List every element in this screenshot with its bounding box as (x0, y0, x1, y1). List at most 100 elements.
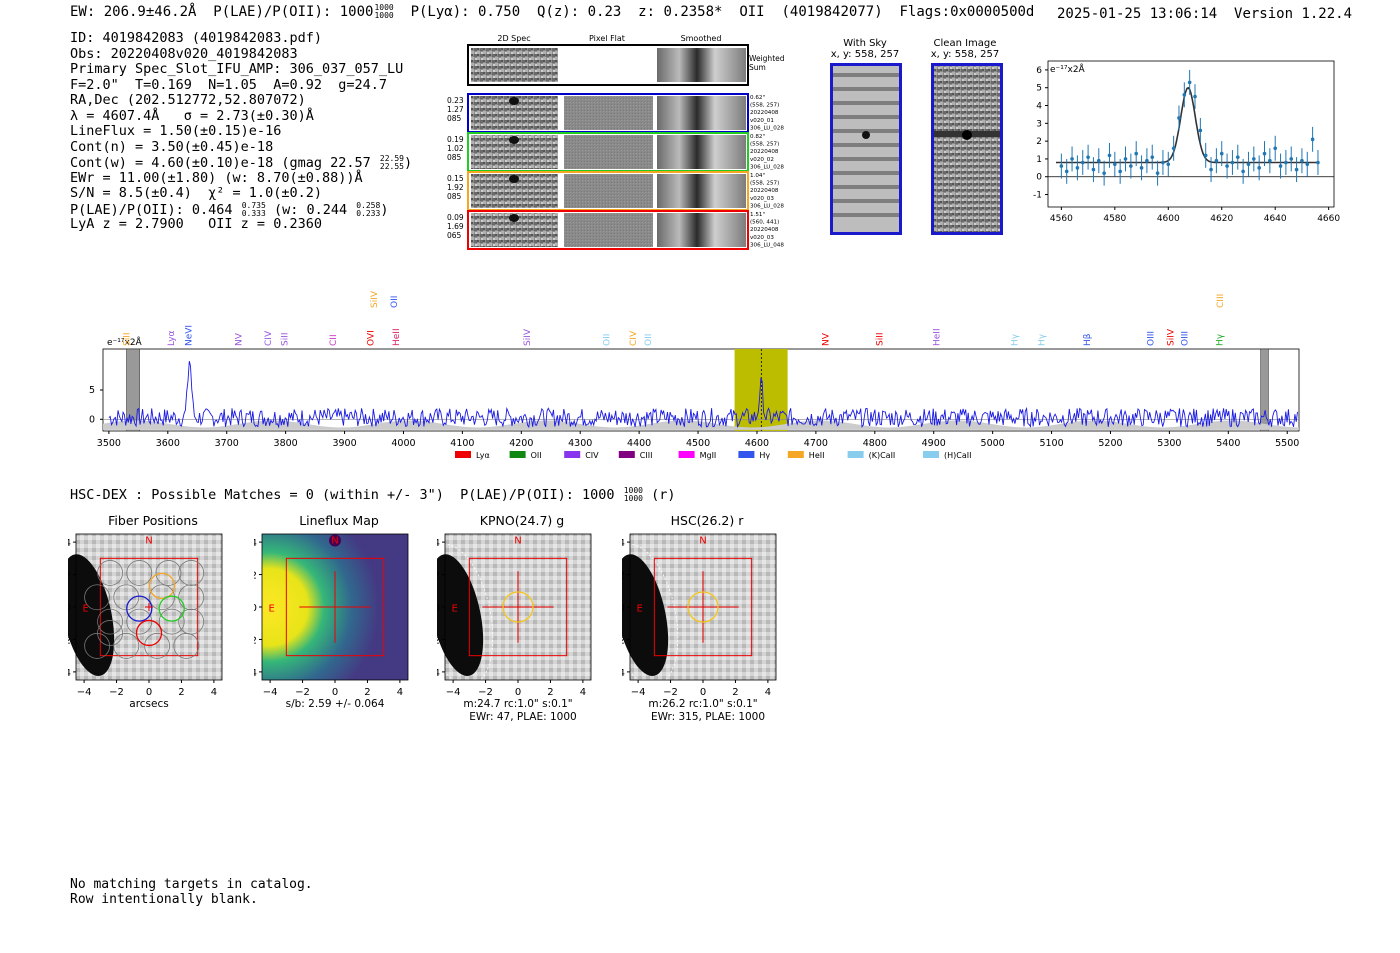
full-spectrum-plot: e⁻¹⁷x2Å 0 5 3500 3600 3700 3800 3900 4000 4100 420… (89, 290, 1300, 460)
spectral-line-label: Hγ (1010, 333, 1020, 346)
row-right-meta: v020_03 (750, 196, 774, 202)
spectrum-xtick-label: 3700 (215, 438, 239, 449)
info-sn: S/N = 8.5(±0.4) χ² = 1.0(±0.2) (70, 185, 322, 201)
row-right-meta: 20220408 (750, 149, 779, 155)
row-left-stat: 0.23 (447, 96, 464, 105)
plae-w-sup: 0.258 (356, 200, 381, 210)
panel-title: Lineflux Map (299, 513, 379, 528)
panel-xtick-label: 4 (580, 687, 586, 698)
spectral-line-label: Hγ (1215, 333, 1225, 346)
catalog-footer: No matching targets in catalog. Row inten… (70, 877, 313, 907)
spectral-line-label: Hβ (1083, 333, 1093, 346)
legend-swatch (738, 451, 755, 458)
spectral-line-label: HeII (933, 328, 943, 346)
panel-ytick-label: −4 (622, 668, 625, 679)
fit-data-point (1214, 158, 1219, 163)
spectrum-xtick-label: 4500 (686, 438, 710, 449)
pixelflat-image (564, 213, 653, 247)
legend-label: HeII (809, 451, 825, 460)
row-right-meta: 1.51" (750, 212, 765, 218)
fit-data-point (1316, 160, 1320, 165)
panel-xtick-label: −4 (263, 687, 278, 698)
ew-value: EW: 206.9±46.2Å (70, 4, 197, 20)
panel-title: HSC(26.2) r (670, 513, 744, 528)
row-right-meta: v020_03 (750, 235, 774, 241)
fit-data-point (1182, 93, 1187, 97)
fiber-circle (97, 608, 123, 635)
masked-region (126, 348, 140, 432)
fiber-circle (97, 620, 123, 646)
panel-ytick-label: −4 (437, 668, 440, 679)
fit-data-point (1230, 160, 1235, 165)
footer-line2: Row intentionally blank. (70, 892, 258, 907)
fit-data-point (1241, 169, 1245, 174)
version: Version 1.22.4 (1234, 6, 1353, 22)
spectrum-xtick-label: 4100 (450, 438, 474, 449)
row-right-meta: 20220408 (750, 227, 779, 233)
panel-caption: s/b: 2.59 +/- 0.064 (286, 698, 385, 710)
fit-data-point (1064, 169, 1069, 174)
spectral-line-label: Hγ (1038, 333, 1048, 346)
panel-ytick-label: −4 (254, 668, 257, 679)
spectrum-xtick-label: 3600 (156, 438, 180, 449)
fit-ytick-label: 6 (1036, 66, 1042, 76)
info-primary: Primary Spec_Slot_IFU_AMP: 306_037_057_L… (70, 61, 404, 77)
info-lambda: λ = 4607.4Å σ = 2.73(±0.30)Å (70, 107, 314, 124)
fit-data-point (1091, 167, 1096, 172)
north-label: N (145, 536, 152, 547)
fit-data-point (1139, 166, 1144, 170)
legend-label: CIV (585, 451, 599, 460)
plae-header-sup: 1000 (374, 3, 394, 12)
info-fit: F=2.0" T=0.169 N=1.05 A=0.92 g=24.7 (70, 76, 387, 93)
spectrum-xtick-label: 4300 (568, 438, 592, 449)
panel-xtick-label: −4 (446, 687, 461, 698)
match-id: (4019842077) (781, 4, 883, 20)
row-right-meta: 20220408 (750, 110, 779, 116)
fit-data-point (1102, 171, 1106, 175)
spectral-line-label: OVI (366, 330, 376, 346)
fiber-circle (97, 560, 123, 586)
fit-data-point (1225, 164, 1229, 168)
fit-data-point (1300, 158, 1304, 163)
fit-data-point (1107, 153, 1112, 158)
spectrum-xtick-label: 5500 (1275, 438, 1299, 449)
fit-data-point (1252, 157, 1256, 161)
panel-xtick-label: 0 (332, 687, 338, 698)
fiber-circle (84, 584, 110, 611)
masked-region (1260, 348, 1269, 432)
row-right-meta: (558, 257) (750, 103, 779, 109)
fit-data-point (1096, 158, 1101, 163)
spectral-line-label: CII (329, 334, 339, 346)
legend-label: OII (531, 451, 542, 460)
north-label: N (514, 536, 521, 547)
fit-ytick-label: -1 (1033, 191, 1042, 201)
row-right-meta: 0.62" (750, 95, 765, 101)
spectral-line-label: HeII (392, 328, 402, 346)
panel-caption-2: EWr: 47, PLAE: 1000 (469, 711, 576, 723)
plae-w-sub: 0.233 (356, 208, 381, 218)
region-box (653, 557, 753, 657)
fit-data-point (1161, 160, 1165, 165)
row-left-stat: 085 (447, 114, 462, 123)
spectrum-xtick-label: 5200 (1098, 438, 1122, 449)
col-label-2dspec: 2D Spec (497, 34, 530, 43)
with-sky-image (830, 63, 902, 235)
info-lyaz: LyA z = 2.7900 OII z = 0.2360 (70, 216, 322, 232)
row-right-meta: 1.04" (750, 173, 765, 179)
spectral-line-label: CIV (629, 330, 639, 346)
fit-ytick-label: 3 (1036, 119, 1042, 129)
fit-data-point (1235, 155, 1240, 159)
fit-data-point (1219, 151, 1224, 156)
spectra-cutouts: 2D Spec Pixel Flat Smoothed Weighted Sum… (447, 34, 785, 250)
spectrum-xtick-label: 4200 (509, 438, 533, 449)
spectral-line-label-upper: SiIV (370, 290, 380, 308)
fiber-red (135, 619, 163, 647)
spectrum-xtick-label: 4800 (863, 438, 887, 449)
pixelflat-image (564, 135, 653, 169)
spectrum-xtick-label: 5300 (1157, 438, 1181, 449)
z-value: z: 0.2358* (638, 4, 723, 20)
row-right-meta: v020_01 (750, 118, 774, 124)
